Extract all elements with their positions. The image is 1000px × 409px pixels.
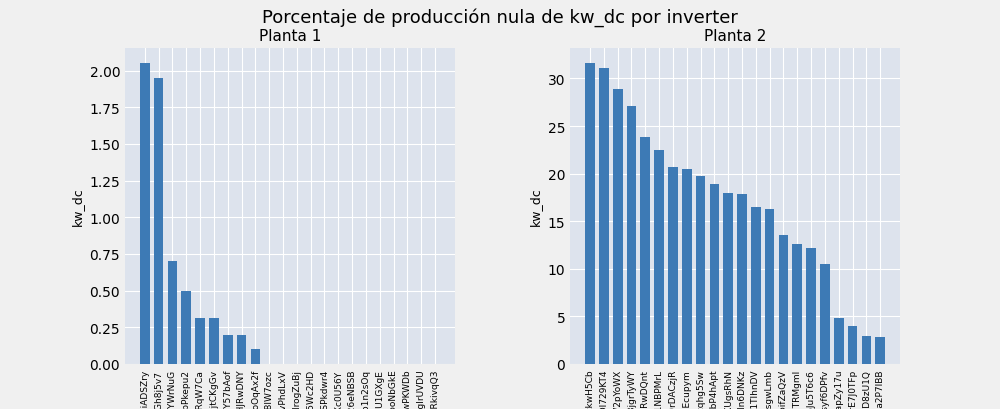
Bar xyxy=(834,319,844,364)
Bar xyxy=(737,194,747,364)
Title: Planta 1: Planta 1 xyxy=(259,29,321,44)
Bar xyxy=(668,168,678,364)
Bar xyxy=(862,337,871,364)
Bar xyxy=(723,193,733,364)
Bar xyxy=(751,207,761,364)
Bar xyxy=(640,138,650,364)
Text: Porcentaje de producción nula de kw_dc por inverter: Porcentaje de producción nula de kw_dc p… xyxy=(262,8,738,27)
Bar xyxy=(599,69,609,364)
Bar xyxy=(585,64,595,364)
Bar xyxy=(710,184,719,364)
Bar xyxy=(154,79,163,364)
Bar xyxy=(806,248,816,364)
Bar xyxy=(251,349,260,364)
Bar xyxy=(820,264,830,364)
Bar xyxy=(779,236,788,364)
Bar xyxy=(765,209,774,364)
Bar xyxy=(237,335,246,364)
Bar xyxy=(627,107,636,364)
Bar xyxy=(792,245,802,364)
Bar xyxy=(209,319,219,364)
Title: Planta 2: Planta 2 xyxy=(704,29,766,44)
Y-axis label: kw_dc: kw_dc xyxy=(71,187,84,226)
Bar xyxy=(654,151,664,364)
Bar xyxy=(223,335,233,364)
Bar xyxy=(682,169,692,364)
Bar xyxy=(848,326,857,364)
Bar xyxy=(613,90,623,364)
Bar xyxy=(696,177,705,364)
Bar xyxy=(181,291,191,364)
Bar xyxy=(168,262,177,364)
Bar xyxy=(140,64,150,364)
Y-axis label: kw_dc: kw_dc xyxy=(529,187,542,226)
Bar xyxy=(875,337,885,364)
Bar xyxy=(195,319,205,364)
